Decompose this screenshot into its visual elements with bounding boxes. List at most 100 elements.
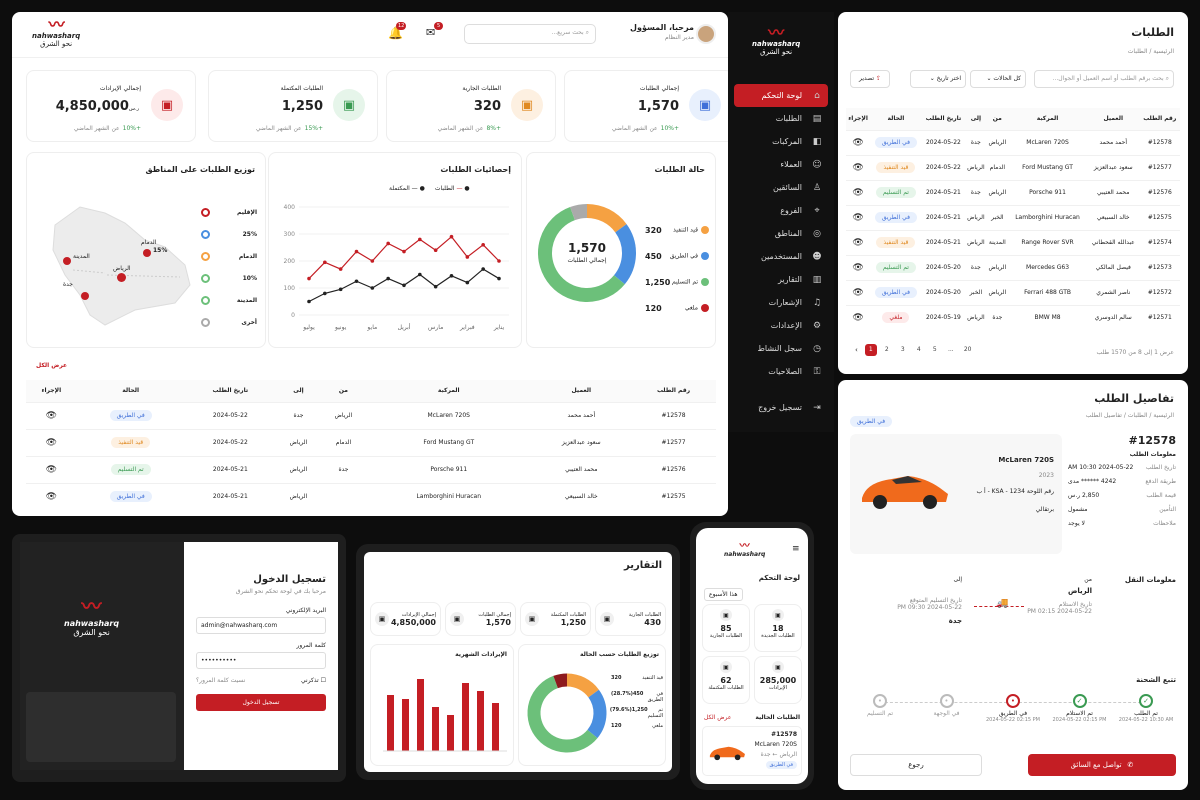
mobile-week-select[interactable]: هذا الأسبوع — [704, 588, 743, 601]
sidebar-item[interactable]: المستخدمين ☻ — [728, 245, 834, 268]
report-stat-icon: ▣ — [450, 612, 464, 626]
sidebar-item[interactable]: الطلبات ▤ — [728, 107, 834, 130]
sidebar-item[interactable]: الصلاحيات ⚿ — [728, 360, 834, 383]
view-icon[interactable]: 👁 — [846, 129, 871, 155]
cell-date: 2024-05-20 — [921, 254, 966, 280]
status-legend-item: ملغي 120 — [645, 295, 709, 321]
view-icon[interactable]: 👁 — [846, 304, 871, 330]
report-legend-item: ملغي 120 — [611, 723, 663, 729]
sidebar-item[interactable]: لوحة التحكم ⌂ — [734, 84, 828, 107]
page-button[interactable]: ... — [947, 346, 954, 353]
view-icon[interactable]: 👁 — [26, 455, 77, 483]
mobile-order-status: في الطريق — [765, 761, 797, 769]
back-button[interactable]: رجوع — [850, 754, 982, 776]
sidebar-item[interactable]: الفروع ⌖ — [728, 199, 834, 222]
page-button[interactable]: 4 — [916, 346, 921, 353]
transport-from: من الرياض تاريخ الاستلام 2024-05-22 02:1… — [1027, 576, 1092, 615]
page-button[interactable]: 5 — [932, 346, 937, 353]
donut-slice — [587, 689, 607, 739]
login-button[interactable]: تسجيل الدخول — [196, 694, 326, 711]
table-row[interactable]: #12571 سالم الدوسري BMW M8 جدة الرياض 2024-05… — [846, 304, 1180, 330]
page-button[interactable]: 2 — [884, 346, 889, 353]
sidebar-item[interactable]: المركبات ◧ — [728, 130, 834, 153]
export-button[interactable]: تصدير ⇪ — [850, 70, 890, 88]
sidebar-item-label: السائقين — [772, 183, 802, 192]
view-icon[interactable]: 👁 — [846, 254, 871, 280]
cell-car: BMW M8 — [1008, 304, 1087, 330]
prev-page-icon[interactable]: ‹ — [855, 346, 858, 354]
sidebar-item-label: الإشعارات — [768, 298, 802, 307]
cell-id: #12574 — [1139, 229, 1180, 255]
view-icon[interactable]: 👁 — [846, 154, 871, 180]
cell-status: في الطريق — [870, 204, 922, 230]
map-pin-dammam-label: الدمام — [141, 239, 157, 246]
page-button[interactable]: 20 — [963, 346, 972, 353]
revenue-bar — [447, 715, 454, 751]
table-row[interactable]: #12577 سعود عبدالعزيز Ford Mustang GT الدما… — [846, 154, 1180, 180]
sidebar-item[interactable]: الإشعارات ♫ — [728, 291, 834, 314]
page-button[interactable]: 1 — [864, 344, 877, 356]
mobile-view-all[interactable]: عرض الكل — [704, 714, 732, 721]
email-field[interactable]: admin@nahwasharq.com — [196, 617, 326, 634]
page-button[interactable]: 3 — [900, 346, 905, 353]
filter-status[interactable]: ⌄ كل الحالات — [970, 70, 1026, 88]
mail-button[interactable]: ✉ 5 — [426, 22, 444, 39]
user-menu[interactable]: مرحبا، المسؤول مدير النظام — [624, 23, 694, 41]
cell-to: الرياض — [275, 428, 321, 456]
view-icon[interactable]: 👁 — [846, 229, 871, 255]
logout-button[interactable]: تسجيل خروج ⇥ — [728, 396, 834, 419]
chevron-down-icon: ⌄ — [986, 75, 992, 82]
notifications-button[interactable]: 🔔 12 — [388, 22, 407, 40]
table-row[interactable]: #12575 خالد السبيعي Lamborghini Huracan الخ… — [846, 204, 1180, 230]
forgot-link[interactable]: نسيت كلمة المرور؟ — [196, 677, 246, 684]
view-icon[interactable]: 👁 — [26, 482, 77, 510]
view-icon[interactable]: 👁 — [846, 204, 871, 230]
table-row[interactable]: #12578 أحمد محمد McLaren 720S الرياض جدة 2024… — [846, 129, 1180, 155]
search-input[interactable]: ⌕ بحث سريع... — [464, 24, 596, 44]
tracking-steps: ✓ تم الطلب 2024-05-22 10:30 AM ✓ تم الاستلام… — [850, 692, 1176, 742]
sidebar-item-icon: ⚿ — [813, 366, 821, 377]
table-row[interactable]: #12578 أحمد محمد McLaren 720S الرياض جدة 2024… — [26, 401, 716, 429]
track-step: ✓ تم الاستلام 2024-05-22 02:15 PM — [1050, 694, 1110, 723]
table-row[interactable]: #12573 فيصل المالكي Mercedes G63 الرياض جدة 2… — [846, 254, 1180, 280]
table-row[interactable]: #12576 محمد العتيبي Porsche 911 جدة الرياض 20… — [26, 455, 716, 483]
menu-icon[interactable]: ≡ — [792, 544, 800, 554]
table-row[interactable]: #12574 عبدالله القحطاني Range Rover SVR الم… — [846, 229, 1180, 255]
contact-driver-button[interactable]: تواصل مع السائق ✆ — [1028, 754, 1176, 776]
table-row[interactable]: #12576 محمد العتيبي Porsche 911 الرياض جدة 20… — [846, 179, 1180, 205]
cell-from: الخبر — [986, 204, 1009, 230]
sidebar-item[interactable]: التقارير ▥ — [728, 268, 834, 291]
view-icon[interactable]: 👁 — [846, 179, 871, 205]
sidebar-item[interactable]: العملاء ☺ — [728, 153, 834, 176]
remember-checkbox[interactable]: ☐ تذكرني — [301, 677, 326, 684]
donut-slice — [566, 673, 599, 698]
view-icon[interactable]: 👁 — [26, 401, 77, 429]
sidebar-item[interactable]: السائقين ♙ — [728, 176, 834, 199]
column-header: الإجراء — [41, 387, 62, 395]
map-pin-jeddah[interactable] — [81, 292, 89, 300]
map-pin-riyadh-label: الرياض — [113, 265, 131, 272]
sidebar-item[interactable]: سجل النشاط ◷ — [728, 337, 834, 360]
table-row[interactable]: #12577 سعود عبدالعزيز Ford Mustang GT الدما… — [26, 428, 716, 456]
map-pin-dammam[interactable] — [143, 249, 151, 257]
table-row[interactable]: #12572 ناصر الشمري Ferrari 488 GTB الرياض ال… — [846, 279, 1180, 305]
view-icon[interactable]: 👁 — [26, 428, 77, 456]
cell-id: #12578 — [631, 401, 716, 429]
password-field[interactable]: •••••••••• — [196, 652, 326, 669]
map-pin-madinah[interactable] — [63, 257, 71, 265]
tile-icon: ▣ — [720, 609, 732, 621]
sidebar-item[interactable]: الإعدادات ⚙ — [728, 314, 834, 337]
map-pin-riyadh[interactable] — [117, 273, 126, 282]
stat-change: +8%عن الشهر الماضي — [437, 125, 501, 132]
view-all-link[interactable]: عرض الكل — [36, 362, 68, 369]
mobile-order-card[interactable]: #12578 McLaren 720S الرياض ← جدة في الطر… — [702, 726, 802, 776]
filter-date[interactable]: ⌄ اختر تاريخ — [910, 70, 966, 88]
sidebar-item[interactable]: المناطق ◎ — [728, 222, 834, 245]
phone-icon: ✆ — [1127, 761, 1134, 769]
orders-search[interactable]: ⌕ بحث برقم الطلب أو اسم العميل أو الجوال… — [1034, 70, 1174, 88]
table-row[interactable]: #12575 خالد السبيعي Lamborghini Huracan الر… — [26, 482, 716, 510]
view-icon[interactable]: 👁 — [846, 279, 871, 305]
cell-date: 2024-05-19 — [921, 304, 966, 330]
avatar[interactable] — [696, 24, 716, 44]
detail-title: تفاصيل الطلب — [1094, 392, 1174, 405]
